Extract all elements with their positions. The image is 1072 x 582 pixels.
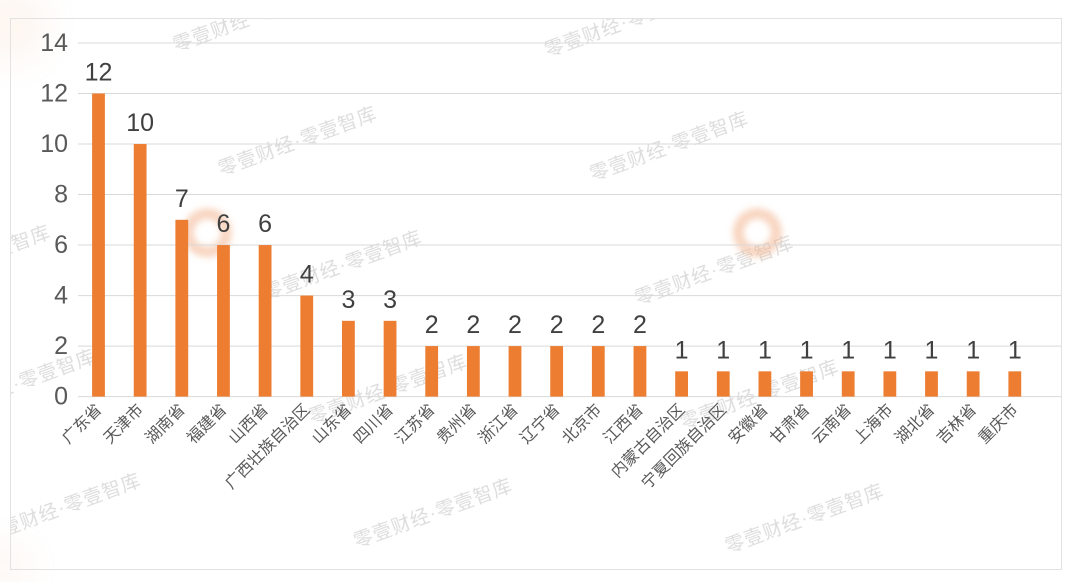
- svg-text:1: 1: [841, 336, 855, 364]
- svg-text:辽宁省: 辽宁省: [517, 401, 564, 448]
- svg-text:北京市: 北京市: [558, 401, 605, 448]
- svg-text:12: 12: [85, 59, 113, 87]
- svg-text:1: 1: [883, 336, 897, 364]
- svg-text:0: 0: [54, 383, 68, 411]
- svg-text:4: 4: [300, 261, 314, 289]
- svg-text:8: 8: [54, 181, 68, 209]
- svg-text:湖南省: 湖南省: [142, 401, 189, 448]
- svg-text:安徽省: 安徽省: [725, 401, 772, 448]
- svg-text:湖北省: 湖北省: [892, 401, 939, 448]
- svg-text:贵州省: 贵州省: [433, 401, 480, 448]
- svg-text:2: 2: [633, 311, 647, 339]
- svg-text:14: 14: [40, 29, 68, 57]
- svg-text:6: 6: [258, 210, 272, 238]
- svg-text:重庆市: 重庆市: [975, 401, 1022, 448]
- svg-text:6: 6: [216, 210, 230, 238]
- svg-text:1: 1: [716, 336, 730, 364]
- svg-text:1: 1: [800, 336, 814, 364]
- svg-text:天津市: 天津市: [100, 401, 147, 448]
- svg-text:2: 2: [466, 311, 480, 339]
- svg-text:6: 6: [54, 231, 68, 259]
- svg-text:山东省: 山东省: [309, 401, 356, 448]
- svg-text:1: 1: [1008, 336, 1022, 364]
- svg-text:10: 10: [126, 109, 154, 137]
- svg-text:内蒙古自治区: 内蒙古自治区: [608, 401, 689, 482]
- svg-text:1: 1: [925, 336, 939, 364]
- svg-text:2: 2: [54, 332, 68, 360]
- svg-text:1: 1: [675, 336, 689, 364]
- svg-text:四川省: 四川省: [350, 401, 397, 448]
- svg-text:吉林省: 吉林省: [933, 401, 980, 448]
- svg-text:3: 3: [341, 286, 355, 314]
- svg-text:福建省: 福建省: [184, 401, 231, 448]
- svg-text:2: 2: [425, 311, 439, 339]
- svg-text:1: 1: [966, 336, 980, 364]
- svg-text:1: 1: [758, 336, 772, 364]
- svg-text:10: 10: [40, 130, 68, 158]
- svg-text:7: 7: [175, 185, 189, 213]
- svg-text:2: 2: [508, 311, 522, 339]
- svg-text:2: 2: [550, 311, 564, 339]
- svg-text:甘肃省: 甘肃省: [767, 401, 814, 448]
- svg-text:12: 12: [40, 80, 68, 108]
- svg-text:云南省: 云南省: [808, 401, 855, 448]
- svg-text:浙江省: 浙江省: [475, 401, 522, 448]
- svg-text:江苏省: 江苏省: [392, 401, 439, 448]
- svg-text:3: 3: [383, 286, 397, 314]
- svg-text:4: 4: [54, 282, 68, 310]
- svg-text:2: 2: [591, 311, 605, 339]
- svg-text:上海市: 上海市: [850, 401, 897, 448]
